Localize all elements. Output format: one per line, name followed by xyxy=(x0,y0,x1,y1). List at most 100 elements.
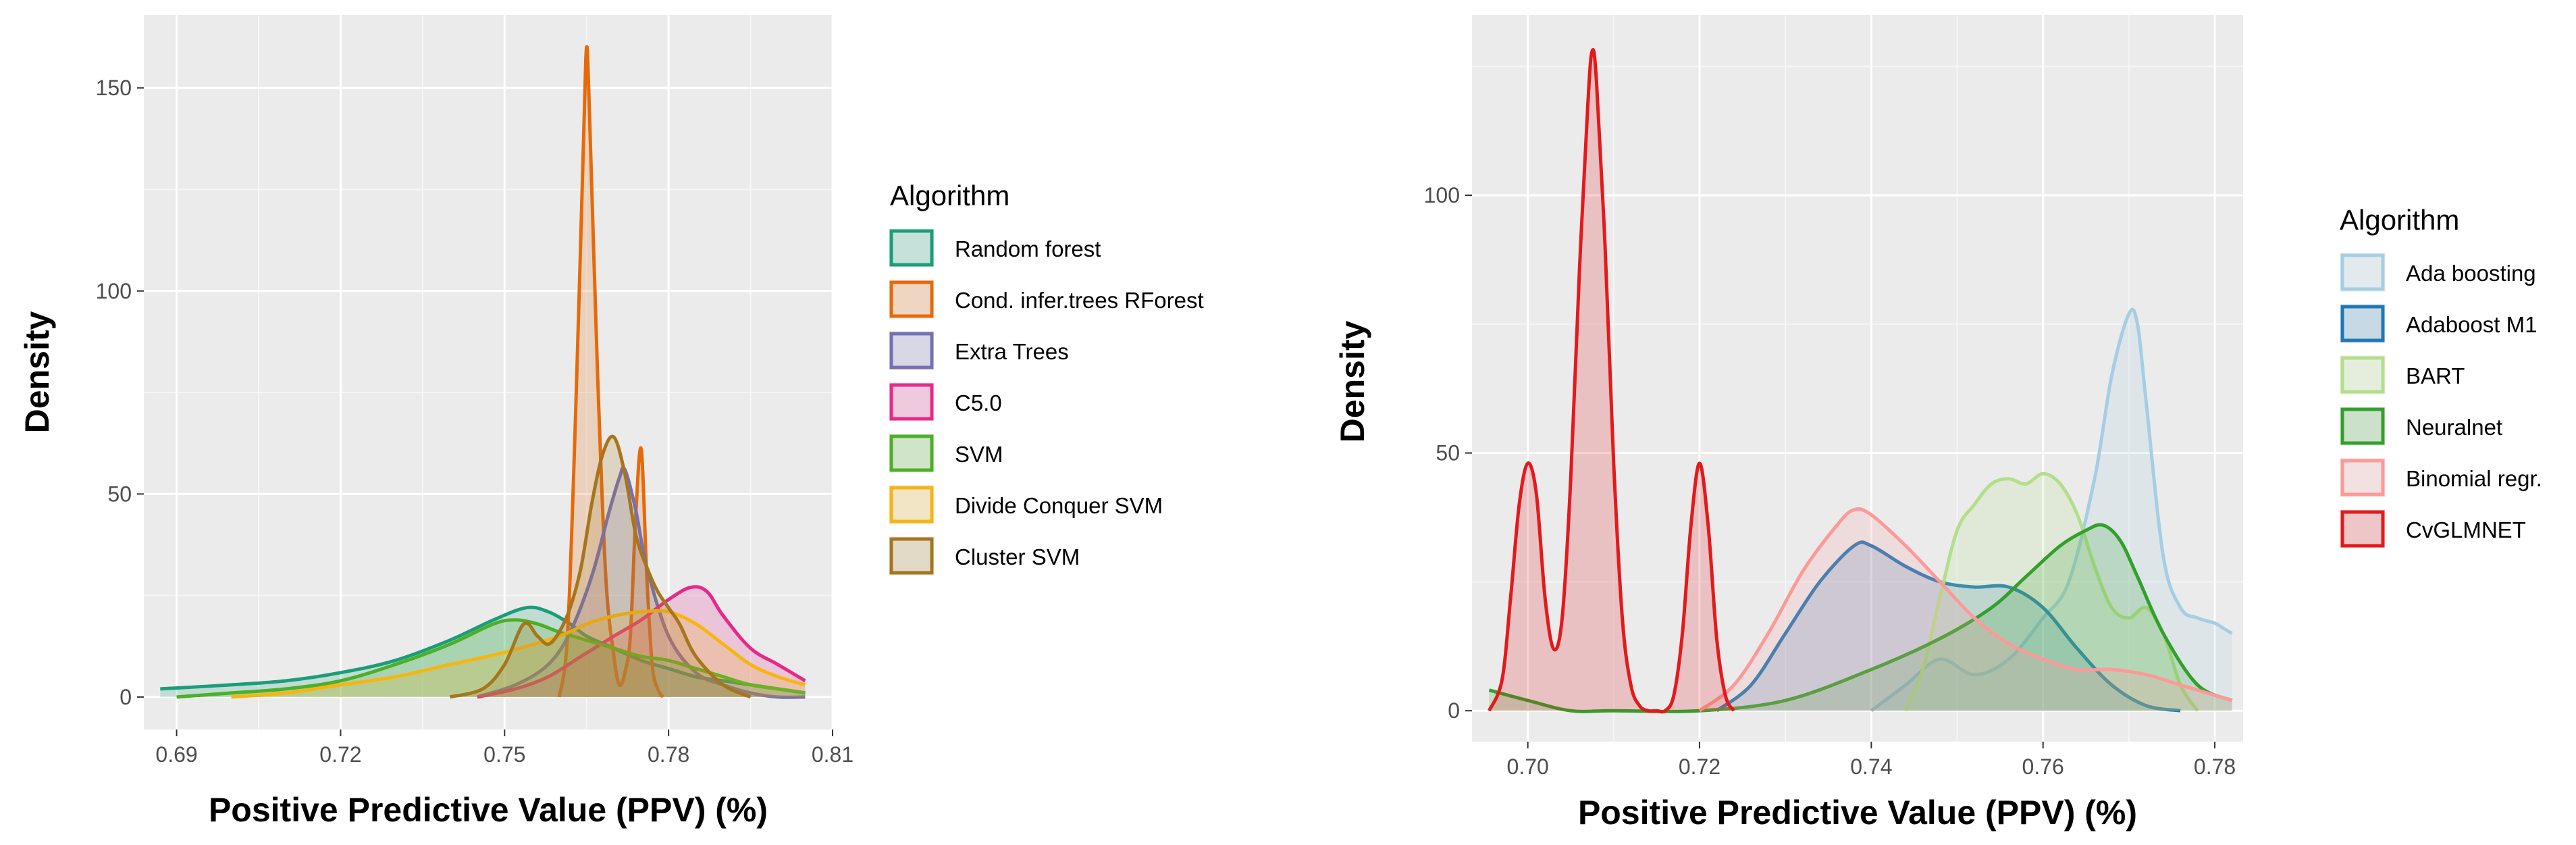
density-fill-ada-boosting xyxy=(1871,309,2232,711)
legend-label-cluster-svm: Cluster SVM xyxy=(955,544,1080,569)
x-tick-label: 0.74 xyxy=(1850,754,1892,779)
density-series-binomial-regr xyxy=(1698,507,2233,713)
legend-key-bg-cluster-svm xyxy=(889,536,935,575)
density-line-ada-boosting xyxy=(1870,307,2233,713)
legend-label-cvglmnet: CvGLMNET xyxy=(2406,517,2526,542)
legend-key-bg-random-forest xyxy=(889,228,935,267)
legend: Algorithm Random forest Cond. infer.trees… xyxy=(889,180,1204,575)
x-tick-label: 0.81 xyxy=(812,742,853,767)
legend-key-bg-cond-infer-trees-rforest xyxy=(889,280,935,319)
legend-swatch-c5-0 xyxy=(889,383,934,421)
x-tick-label: 0.70 xyxy=(1507,754,1549,779)
density-line-adaboost-m1 xyxy=(1715,540,2181,713)
density-fill-c5-0 xyxy=(477,586,806,697)
legend-swatch-binomial-regr xyxy=(2340,459,2385,496)
legend-swatch-extra-trees xyxy=(889,332,934,369)
right-density-panel: 0.70 0.72 0.74 0.76 0.78 0 50 100 Density Posit… xyxy=(1334,15,2542,831)
density-line-cluster-svm xyxy=(449,434,752,699)
legend-label-extra-trees: Extra Trees xyxy=(955,339,1069,364)
legend-swatch-cluster-svm xyxy=(889,537,934,575)
legend-swatch-cond-infer-trees-rforest xyxy=(889,280,934,318)
x-tick-label: 0.75 xyxy=(483,742,525,767)
density-fill-random-forest xyxy=(160,607,806,697)
legend-label-cond-infer-trees-rforest: Cond. infer.trees RForest xyxy=(955,288,1204,313)
grid-lines xyxy=(1472,15,2243,742)
y-tick-label: 0 xyxy=(120,685,132,709)
legend-label-bart: BART xyxy=(2406,363,2465,388)
legend-key-bg-cvglmnet xyxy=(2340,509,2386,548)
legend-label-adaboost-m1: Adaboost M1 xyxy=(2406,312,2537,337)
density-fill-adaboost-m1 xyxy=(1716,542,2181,711)
density-fill-svm xyxy=(176,619,806,697)
y-tick-label: 50 xyxy=(107,482,132,506)
density-series-cluster-svm xyxy=(449,434,752,699)
density-series-ada-boosting xyxy=(1870,307,2233,713)
density-line-svm xyxy=(176,618,806,699)
density-line-cvglmnet xyxy=(1488,48,1736,714)
legend-title: Algorithm xyxy=(890,180,1009,211)
axis-ticks: 0.70 0.72 0.74 0.76 0.78 0 50 100 xyxy=(1424,183,2236,779)
legend-label-neuralnet: Neuralnet xyxy=(2406,415,2502,440)
y-axis-title: Density xyxy=(18,311,56,434)
density-series-neuralnet xyxy=(1488,523,2233,713)
density-areas xyxy=(160,45,806,699)
density-series-cvglmnet xyxy=(1488,48,1736,714)
x-tick-label: 0.78 xyxy=(2194,754,2236,779)
legend-swatch-cvglmnet xyxy=(2340,510,2385,548)
y-tick-label: 100 xyxy=(96,279,132,303)
density-series-divide-conquer-svm xyxy=(231,609,806,699)
x-axis-title: Positive Predictive Value (PPV) (%) xyxy=(209,791,768,829)
legend-label-binomial-regr: Binomial regr. xyxy=(2406,466,2542,491)
legend-swatch-bart xyxy=(2340,356,2385,394)
legend-key-bg-adaboost-m1 xyxy=(2340,304,2386,343)
legend-swatch-random-forest xyxy=(889,229,934,267)
density-series-svm xyxy=(176,618,806,699)
legend-key-bg-binomial-regr xyxy=(2340,458,2386,497)
legend-title: Algorithm xyxy=(2340,204,2459,236)
density-line-c5-0 xyxy=(477,585,806,699)
y-tick-label: 100 xyxy=(1424,183,1460,207)
density-fill-cluster-svm xyxy=(450,436,751,697)
density-line-bart xyxy=(1903,471,2199,712)
density-line-divide-conquer-svm xyxy=(231,609,806,699)
density-line-binomial-regr xyxy=(1698,507,2233,713)
x-tick-label: 0.69 xyxy=(155,742,197,767)
legend-label-svm: SVM xyxy=(955,442,1003,467)
density-areas xyxy=(1488,48,2233,714)
x-tick-label: 0.78 xyxy=(648,742,689,767)
density-fill-extra-trees xyxy=(477,467,806,698)
density-fill-neuralnet xyxy=(1489,524,2232,712)
x-tick-label: 0.72 xyxy=(1679,754,1720,779)
x-tick-label: 0.76 xyxy=(2022,754,2064,779)
legend-swatch-svm xyxy=(889,434,934,472)
density-series-adaboost-m1 xyxy=(1715,540,2181,713)
legend-label-c5-0: C5.0 xyxy=(955,390,1002,415)
legend-key-bg-neuralnet xyxy=(2340,407,2386,446)
legend-key-bg-bart xyxy=(2340,355,2386,394)
legend-label-divide-conquer-svm: Divide Conquer SVM xyxy=(955,493,1163,518)
density-fill-divide-conquer-svm xyxy=(231,611,806,697)
x-tick-label: 0.72 xyxy=(319,742,361,767)
density-line-neuralnet xyxy=(1488,523,2233,713)
legend-key-bg-divide-conquer-svm xyxy=(889,485,935,524)
density-series-bart xyxy=(1903,471,2199,712)
legend-key-bg-c5-0 xyxy=(889,382,935,421)
y-tick-label: 0 xyxy=(1448,698,1460,723)
x-axis-title: Positive Predictive Value (PPV) (%) xyxy=(1578,794,2137,831)
y-tick-label: 50 xyxy=(1436,441,1460,465)
legend-label-ada-boosting: Ada boosting xyxy=(2406,261,2536,286)
legend-swatch-ada-boosting xyxy=(2340,253,2385,291)
legend-swatch-divide-conquer-svm xyxy=(889,486,934,523)
left-density-panel: 0.69 0.72 0.75 0.78 0.81 0 50 100 150 Density Po… xyxy=(18,15,1204,829)
legend-key-bg-extra-trees xyxy=(889,331,935,370)
legend-key-bg-ada-boosting xyxy=(2340,253,2386,292)
density-fill-cvglmnet xyxy=(1489,49,1734,712)
legend-key-bg-svm xyxy=(889,434,935,473)
legend: Algorithm Ada boosting Adaboost M1 BART Neu… xyxy=(2340,204,2542,548)
density-line-cond-infer-trees-rforest xyxy=(557,45,665,698)
density-series-c5-0 xyxy=(477,585,806,699)
y-tick-label: 150 xyxy=(96,76,132,100)
y-axis-title: Density xyxy=(1334,321,1371,443)
legend-label-random-forest: Random forest xyxy=(955,236,1101,261)
